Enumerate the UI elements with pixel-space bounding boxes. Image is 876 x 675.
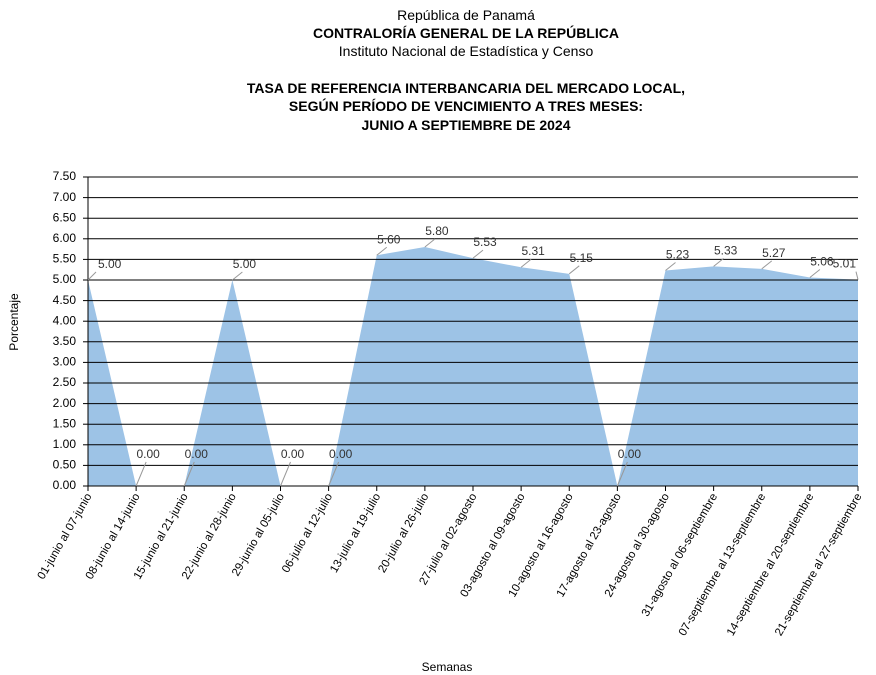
x-tick-label: 01-junio al 07-junio [36, 492, 95, 582]
y-tick-label: 4.50 [53, 293, 77, 307]
leader-line [713, 258, 724, 267]
leader-line [424, 238, 436, 248]
value-label: 5.33 [714, 243, 738, 257]
value-label: 5.23 [666, 248, 690, 262]
leader-line [328, 461, 340, 487]
value-label: 5.00 [98, 257, 122, 271]
chart-title: JUNIO A SEPTIEMBRE DE 2024 [361, 117, 570, 133]
y-tick-label: 6.50 [53, 210, 77, 224]
leader-line [376, 246, 388, 256]
value-label: 0.00 [329, 447, 353, 461]
value-label: 5.60 [377, 232, 401, 246]
leader-line [616, 461, 628, 487]
x-tick-label: 29-junio al 05-julio [230, 492, 287, 579]
x-tick-label: 22-junio al 28-junio [180, 492, 239, 582]
y-tick-label: 1.50 [53, 416, 77, 430]
leader-line [183, 461, 195, 487]
y-tick-label: 3.50 [53, 334, 77, 348]
y-tick-label: 4.00 [53, 313, 77, 327]
x-tick-label: 06-julio al 12-julio [280, 492, 335, 576]
leader-line [809, 269, 821, 278]
value-label: 5.15 [570, 251, 594, 265]
leader-line [761, 260, 773, 270]
x-tick-label: 07-septiembre al 13-septiembre [677, 492, 769, 639]
x-tick-label: 21-septiembre al 27-septiembre [773, 492, 865, 639]
x-tick-label: 08-junio al 14-junio [84, 492, 143, 582]
y-tick-label: 2.00 [53, 396, 77, 410]
y-tick-label: 0.50 [53, 458, 77, 472]
value-label: 5.06 [810, 255, 834, 269]
value-label: 5.27 [762, 246, 786, 260]
y-tick-label: 2.50 [53, 375, 77, 389]
header-line: Instituto Nacional de Estadística y Cens… [339, 43, 594, 59]
y-tick-label: 1.00 [53, 437, 77, 451]
leader-line [520, 258, 532, 268]
header-line: República de Panamá [397, 7, 535, 23]
leader-line [665, 262, 676, 271]
value-label: 0.00 [185, 447, 209, 461]
y-tick-label: 5.00 [53, 272, 77, 286]
area [88, 247, 858, 486]
leader-line [87, 271, 97, 281]
leader-line [280, 461, 291, 487]
value-label: 5.31 [521, 244, 545, 258]
x-tick-label: 13-julio al 19-julio [328, 492, 383, 576]
y-tick-label: 5.50 [53, 252, 77, 266]
leader-line [472, 249, 484, 259]
y-tick-label: 6.00 [53, 231, 77, 245]
value-label: 5.01 [833, 257, 857, 271]
header-line: CONTRALORÍA GENERAL DE LA REPÚBLICA [313, 24, 619, 41]
value-label: 5.00 [233, 257, 257, 271]
value-label: 5.53 [473, 235, 497, 249]
value-label: 0.00 [281, 447, 305, 461]
chart-title: SEGÚN PERÍODO DE VENCIMIENTO A TRES MESE… [289, 97, 643, 114]
value-label: 5.80 [425, 224, 449, 238]
x-tick-label: 15-junio al 21-junio [132, 492, 191, 582]
y-tick-label: 7.00 [53, 190, 77, 204]
y-tick-label: 7.50 [53, 169, 77, 183]
leader-line [135, 461, 147, 487]
leader-line [568, 265, 580, 275]
value-label: 0.00 [618, 447, 642, 461]
x-axis-label: Semanas [422, 660, 473, 674]
y-tick-label: 0.00 [53, 478, 77, 492]
y-tick-label: 3.00 [53, 355, 77, 369]
y-axis-label: Porcentaje [7, 293, 21, 351]
chart-title: TASA DE REFERENCIA INTERBANCARIA DEL MER… [247, 80, 685, 96]
leader-line [232, 271, 243, 281]
leader-line [855, 271, 859, 280]
x-tick-label: 20-julio al 26-julio [376, 492, 431, 576]
x-tick-label: 14-septiembre al 20-septiembre [725, 492, 817, 639]
value-label: 0.00 [136, 447, 160, 461]
